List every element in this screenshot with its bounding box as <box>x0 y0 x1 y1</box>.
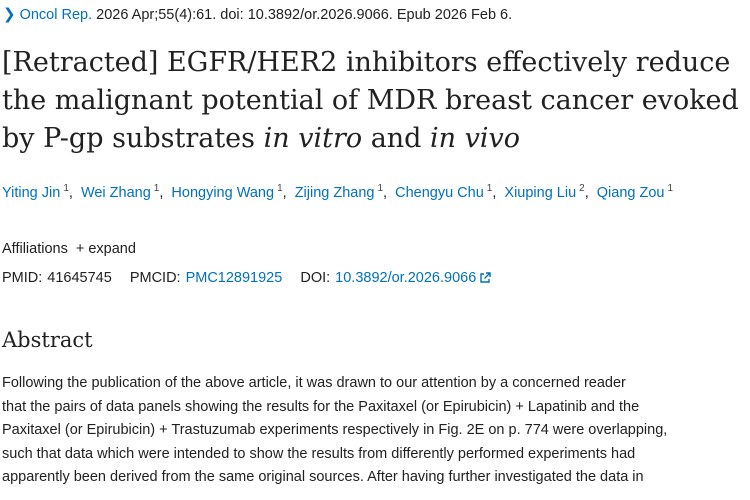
author-name-link[interactable]: Qiang Zou <box>596 184 665 201</box>
abstract-line: such that data which were intended to sh… <box>2 445 636 462</box>
affiliations-label: Affiliations <box>2 241 68 257</box>
affiliation-ref[interactable]: 1 <box>63 183 69 194</box>
citation-line: ❯ Oncol Rep. 2026 Apr;55(4):61. doi: 10.3… <box>3 5 512 23</box>
author-name-link[interactable]: Chengyu Chu <box>395 184 484 201</box>
affiliation-ref[interactable]: 1 <box>377 183 384 194</box>
external-link-icon[interactable] <box>479 272 491 284</box>
abstract-heading: Abstract <box>2 328 93 352</box>
author: Qiang Zou 1 <box>596 183 674 201</box>
author-separator: , <box>383 184 388 201</box>
author-separator: , <box>282 184 287 201</box>
expand-affiliations-button[interactable]: + expand <box>75 241 136 257</box>
author-name-link[interactable]: Hongying Wang <box>171 184 275 201</box>
title-text: [Retracted] EGFR/HER2 inhibitors effecti… <box>2 47 739 154</box>
abstract-text: Following the publication of the above a… <box>2 372 750 490</box>
author: Yiting Jin 1 <box>2 183 69 201</box>
title-italic-in-vivo: in vivo <box>430 123 521 154</box>
pmcid-group: PMCID: PMC12891925 <box>130 270 283 286</box>
affiliation-ref[interactable]: 1 <box>486 183 493 194</box>
author-separator: , <box>159 184 164 201</box>
author: Hongying Wang 1 <box>171 183 283 201</box>
pmid-group: PMID: 41645745 <box>2 270 112 286</box>
author-name-link[interactable]: Xiuping Liu <box>504 184 577 201</box>
article-title: [Retracted] EGFR/HER2 inhibitors effecti… <box>2 44 750 158</box>
pmcid-label: PMCID: <box>129 270 181 286</box>
doi-link[interactable]: 10.3892/or.2026.9066 <box>335 270 477 286</box>
chevron-right-icon[interactable]: ❯ <box>3 6 16 23</box>
affiliation-ref[interactable]: 1 <box>153 183 160 194</box>
identifiers-row: PMID: 41645745 PMCID: PMC12891925 DOI: 10.3… <box>2 270 505 286</box>
author-name-link[interactable]: Wei Zhang <box>80 184 151 201</box>
affiliation-ref[interactable]: 2 <box>579 183 585 194</box>
author: Chengyu Chu 1 <box>395 183 493 201</box>
title-italic-in-vitro: in vitro <box>263 123 363 154</box>
author-name-link[interactable]: Yiting Jin <box>2 184 61 201</box>
author-separator: , <box>584 184 589 201</box>
citation-details: 2026 Apr;55(4):61. doi: 10.3892/or.2026.… <box>96 7 513 23</box>
doi-label: DOI: <box>300 270 331 286</box>
title-and: and <box>362 123 431 154</box>
doi-group: DOI: 10.3892/or.2026.9066 <box>300 270 491 286</box>
author: Wei Zhang 1 <box>80 183 160 201</box>
abstract-line: apparently been derived from the same or… <box>2 469 644 485</box>
abstract-line: Following the publication of the above a… <box>2 375 626 391</box>
author-separator: , <box>68 184 73 201</box>
author-separator: , <box>492 184 497 201</box>
pmcid-link[interactable]: PMC12891925 <box>185 270 283 286</box>
author-list: Yiting Jin 1, Wei Zhang 1, Hongying Wang 1,… <box>2 176 742 206</box>
affiliation-ref[interactable]: 1 <box>667 183 674 194</box>
journal-link[interactable]: Oncol Rep. <box>19 7 93 23</box>
affiliation-ref[interactable]: 1 <box>277 183 283 194</box>
author: Zijing Zhang 1 <box>294 183 384 201</box>
abstract-line: Paxitaxel (or Epirubicin) + Trastuzumab … <box>2 422 668 438</box>
pmid-label: PMID: <box>2 270 43 286</box>
pmid-value: 41645745 <box>47 270 112 286</box>
author-name-link[interactable]: Zijing Zhang <box>294 184 375 201</box>
author: Xiuping Liu 2 <box>504 183 585 201</box>
affiliations-row: Affiliations + expand <box>2 241 136 257</box>
abstract-line: that the pairs of data panels showing th… <box>2 398 640 415</box>
